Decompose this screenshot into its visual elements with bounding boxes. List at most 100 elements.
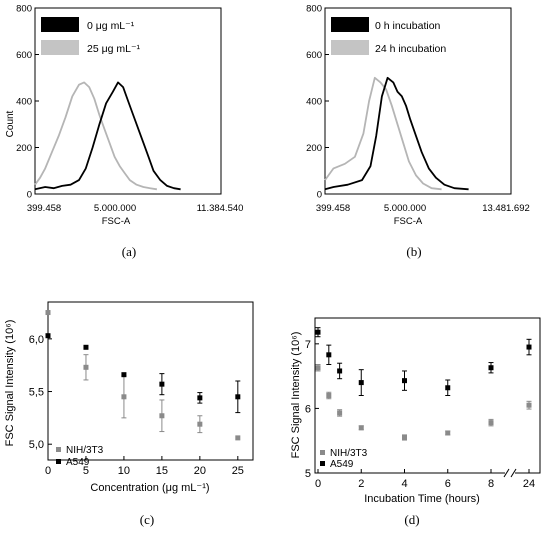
panel-b-legend: 0 h incubation 24 h incubation [331,17,446,55]
panel-c-point-0-5 [235,435,241,441]
panel-b-x-tick-2: 13.481.692 [482,203,530,214]
panel-b-series [324,76,469,191]
legend-swatch-b-1 [331,40,369,55]
panel-c-label: (c) [140,512,154,527]
panel-d-y-tick-label-1: 6 [305,403,311,415]
panel-a-y-tick-label-2: 400 [16,97,32,108]
panel-c-x-tick-label-4: 20 [194,465,206,477]
panel-d-x-tick-label-2: 4 [401,478,407,490]
panel-c-plot-frame [47,301,254,461]
legend-label-b-0: 0 h incubation [375,20,441,32]
legend-swatch-b-0 [331,17,369,32]
panel-a-y-ticks: 0 200 400 600 800 [16,4,39,201]
panel-d-label: (d) [404,512,419,527]
panel-c-x-tick-label-2: 10 [118,465,130,477]
panel-d-plot-frame [314,317,541,474]
panel-b-label: (b) [406,244,421,259]
panel-a-x-tick-2: 11.384.540 [197,203,244,214]
panel-c-point-0-3 [159,413,165,419]
panel-c-x-tick-label-1: 5 [83,465,89,477]
panel-d-point-0-3 [358,425,364,431]
panel-c-point-0-2 [121,394,127,400]
legend-marker-c-0 [56,447,61,452]
panel-d-point-0-7 [526,402,532,408]
panel-d-x-tick-label-0: 0 [315,478,321,490]
panel-d-point-1-3 [358,380,364,386]
panel-d-y-tick-label-2: 7 [305,339,311,351]
panel-c-point-1-2 [121,372,127,378]
panel-b-y-tick-label-2: 400 [306,97,322,108]
panel-a-y-axis-label: Count [5,110,16,137]
panel-d-x-tick-label-3: 6 [445,478,451,490]
panel-d-axis-break-mark-left [503,468,510,478]
legend-marker-c-1 [56,459,61,464]
panel-b: 0 200 400 600 800 0 h incubation 24 h incuba… [306,4,530,260]
panel-c-point-1-5 [235,394,241,400]
panel-a-series-1-line [34,81,158,191]
panel-d-y-tick-label-0: 5 [305,468,311,480]
legend-marker-d-0 [320,450,325,455]
panel-b-series-1-line [324,76,442,191]
panel-c-y-tick-label-0: 5,0 [29,439,44,451]
panel-b-y-tick-label-1: 200 [306,143,322,154]
panel-a-x-tick-0: 399.458 [27,203,61,214]
panel-c-point-1-3 [159,381,165,387]
panel-d-axis-break-mark-right [510,468,517,478]
panel-c-legend: NIH/3T3 A549 [56,445,104,468]
panel-a-label: (a) [122,244,136,259]
panel-d-point-0-1 [326,393,332,398]
panel-d-x-tick-label-5: 24 [523,478,535,490]
panel-c-point-0-1 [83,364,89,370]
legend-label-c-1: A549 [66,457,90,468]
panel-c-axes: 0 5 10 15 20 25 5,0 5,5 6,0 [29,334,244,477]
panel-d-point-1-5 [445,385,451,391]
panel-b-y-tick-label-4: 800 [306,4,322,15]
panel-a-y-tick-label-0: 0 [27,190,32,201]
panel-a-x-axis-label: FSC-A [102,216,131,227]
panel-d-point-0-4 [402,434,407,440]
panel-b-x-axis-label: FSC-A [394,216,423,227]
panel-b-plot-frame [324,7,512,195]
panel-a-legend: 0 μg mL⁻¹ 25 μg mL⁻¹ [41,17,141,55]
legend-swatch-a-1 [41,40,79,55]
legend-swatch-a-0 [41,17,79,32]
panel-c: 0 5 10 15 20 25 5,0 5,5 6,0 NIH/3T3 A549 FSC Sig… [4,301,254,527]
panel-c-y-axis-label: FSC Signal Intensity (10⁶) [4,320,16,447]
legend-label-d-1: A549 [330,459,354,470]
panel-d-point-1-6 [488,365,494,371]
panel-b-y-tick-label-3: 600 [306,50,322,61]
panel-d-x-tick-label-1: 2 [358,478,364,490]
panel-a-series [34,81,181,191]
panel-d-x-axis-label: Incubation Time (hours) [364,493,480,505]
panel-c-x-tick-label-3: 15 [156,465,168,477]
legend-label-d-0: NIH/3T3 [330,448,368,459]
panel-d-point-0-2 [337,410,343,416]
panel-c-x-axis-label: Concentration (μg mL⁻¹) [90,482,209,494]
panel-d-point-1-2 [337,368,343,374]
panel-c-point-1-4 [197,395,203,401]
panel-b-x-tick-1: 5.000.000 [384,203,426,214]
panel-a-y-tick-label-4: 800 [16,4,32,15]
panel-d-legend: NIH/3T3 A549 [320,448,368,470]
panel-a-y-tick-label-3: 600 [16,50,32,61]
panel-c-point-0-4 [197,421,203,427]
panel-a-series-0-line [34,81,181,191]
legend-label-b-1: 24 h incubation [375,43,446,55]
panel-d-point-0-6 [488,420,494,426]
panel-d-point-0-5 [445,430,451,436]
panel-d-x-tick-label-4: 8 [488,478,494,490]
legend-marker-d-1 [320,461,325,466]
panel-d-point-1-1 [326,352,332,358]
panel-d-point-1-7 [526,344,532,350]
panel-b-y-ticks: 0 200 400 600 800 [306,4,329,201]
legend-label-a-0: 0 μg mL⁻¹ [87,20,135,32]
panel-c-y-tick-label-1: 5,5 [29,387,44,399]
panel-b-y-tick-label-0: 0 [317,190,322,201]
panel-c-point-1-0 [45,333,51,339]
panel-b-x-tick-0: 399.458 [316,203,350,214]
panel-c-x-tick-label-0: 0 [45,465,51,477]
legend-label-a-1: 25 μg mL⁻¹ [87,43,141,55]
